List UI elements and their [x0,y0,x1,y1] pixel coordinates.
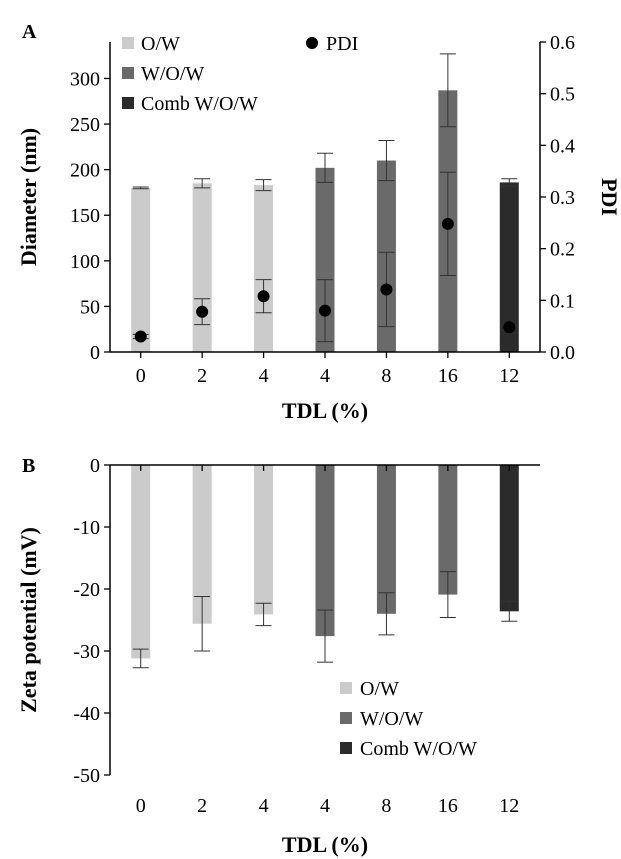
y-tick-label-b-4: -40 [73,703,100,725]
y-tick-label-5: 250 [70,114,100,136]
y-tick-label-2: 100 [70,251,100,273]
panel-label-b: B [22,455,35,477]
pdi-point-3 [319,304,331,317]
y-tick-label-6: 300 [70,68,100,90]
y-tick-label-b-1: -10 [73,517,100,539]
pdi-point-2 [257,290,270,303]
legend-a: O/W W/O/W Comb W/O/W PDI [122,33,358,115]
y-tick-label-1: 50 [80,296,100,318]
y2-tick-label-3: 0.3 [550,187,575,209]
y2-tick-label-6: 0.6 [550,32,575,54]
y2-tick-label-5: 0.5 [550,84,575,106]
diameter-bar-1 [192,183,212,352]
legend-label-2: Comb W/O/W [141,93,258,115]
x-tick-label-b-1: 2 [197,795,207,817]
legend-label-1: W/O/W [141,63,204,85]
legend-b-label-0: O/W [360,678,399,700]
x-axis-title-b: TDL (%) [282,832,368,857]
y2-axis-title: PDI [597,178,621,216]
x-tick-label-2: 4 [259,365,269,387]
zeta-bar-5 [438,465,458,595]
legend-b-label-2: Comb W/O/W [360,738,477,760]
y2-tick-label-1: 0.1 [550,290,575,312]
zeta-bar-4 [376,465,396,614]
legend-b: O/W W/O/W Comb W/O/W [340,678,477,760]
x-tick-label-5: 16 [438,365,458,387]
legend-swatch-0 [122,37,134,49]
y-tick-label-b-3: -30 [73,641,100,663]
y-tick-label-3: 150 [70,205,100,227]
zeta-bar-2 [254,465,274,615]
legend-pdi-label: PDI [326,33,358,55]
pdi-point-0 [134,330,147,343]
x-tick-label-b-0: 0 [136,795,146,817]
x-axis-title: TDL (%) [282,398,368,423]
legend-b-label-1: W/O/W [360,708,423,730]
pdi-point-4 [380,283,393,296]
zeta-bar-1 [192,465,212,624]
y-tick-label-b-5: -50 [73,765,100,787]
x-tick-label-b-6: 12 [499,795,519,817]
x-tick-label-b-3: 4 [320,795,330,817]
legend-label-0: O/W [141,33,180,55]
legend-b-swatch-2 [340,742,352,754]
legend-swatch-1 [122,67,134,79]
legend-pdi-marker [306,37,318,49]
x-tick-label-0: 0 [136,365,146,387]
y-axis-title: Diameter (nm) [16,128,41,266]
y-tick-label-4: 200 [70,160,100,182]
y2-tick-label-2: 0.2 [550,239,575,261]
x-tick-label-b-2: 4 [259,795,269,817]
diameter-bar-0 [131,187,151,352]
y-tick-label-b-2: -20 [73,579,100,601]
zeta-bar-6 [499,465,519,612]
y-axis-title-b: Zeta potential (mV) [16,527,41,713]
legend-swatch-2 [122,97,134,109]
x-tick-label-3: 4 [320,365,330,387]
diameter-bar-3 [315,167,335,352]
x-tick-label-4: 8 [381,365,391,387]
panel-a: A 0 50 100 150 200 250 300 0.0 0.1 0.2 0.3 0.4 0.5 0.6… [16,21,621,423]
zeta-bar-0 [131,465,151,659]
x-tick-label-6: 12 [499,365,519,387]
diameter-bar-2 [254,185,274,352]
pdi-point-6 [503,321,516,334]
legend-b-swatch-0 [340,682,352,694]
legend-b-swatch-1 [340,712,352,724]
diameter-bar-6 [499,182,519,352]
x-tick-label-b-4: 8 [381,795,391,817]
y-tick-label-0: 0 [90,342,100,364]
panel-label-a: A [22,21,37,43]
pdi-point-5 [441,217,454,230]
pdi-point-1 [196,305,209,318]
y2-tick-label-4: 0.4 [550,135,575,157]
x-tick-label-b-5: 16 [438,795,458,817]
x-tick-label-1: 2 [197,365,207,387]
y2-tick-label-0: 0.0 [550,342,575,364]
y-tick-label-b-0: 0 [90,455,100,477]
panel-b: B 0 -10 -20 -30 -40 -50 0 2 4 4 8 16 12 TDL (%) Zeta po… [16,455,540,857]
zeta-bar-3 [315,465,335,637]
